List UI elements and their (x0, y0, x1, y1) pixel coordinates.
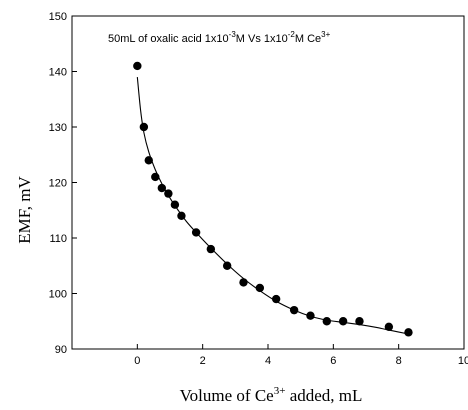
x-tick-label-2: 4 (265, 355, 271, 367)
annotation-text-2: M Vs 1x10 (236, 33, 288, 45)
y-tick-label-4: 130 (49, 122, 67, 134)
data-point (404, 328, 413, 337)
y-tick-label-6: 150 (49, 11, 67, 23)
data-point (133, 61, 142, 71)
annotation-exp-3: 3+ (321, 30, 330, 39)
data-point (177, 211, 186, 220)
data-point (157, 183, 167, 193)
data-point (191, 228, 201, 237)
data-point (151, 172, 160, 182)
data-point (139, 122, 149, 132)
data-point (170, 200, 180, 209)
x-axis-title-sup: 3+ (274, 385, 286, 397)
x-axis-title-suffix: added, mL (285, 386, 362, 405)
x-axis-title-text: Volume of Ce (180, 386, 274, 405)
data-point (322, 317, 331, 326)
x-tick-label-3: 6 (330, 355, 336, 367)
x-tick-label-0: 0 (134, 355, 140, 367)
data-point (222, 261, 232, 270)
x-tick-label-4: 8 (396, 355, 402, 367)
data-point (271, 294, 281, 304)
data-point (384, 322, 394, 331)
y-tick-label-2: 110 (49, 233, 67, 245)
x-tick-label-5: 10 (458, 355, 468, 367)
annotation-exp-1: -3 (229, 30, 237, 39)
chart-annotation: 50mL of oxalic acid 1x10-3M Vs 1x10-2M C… (108, 30, 331, 45)
plot-frame (71, 15, 465, 350)
x-axis-title: Volume of Ce3+ added, mL (180, 385, 363, 405)
y-tick-label-0: 90 (55, 344, 67, 356)
data-point (338, 317, 348, 326)
x-tick-label-1: 2 (200, 355, 206, 367)
plot-layer: 90 100 110 120 130 140 150 0 2 4 6 8 10 (49, 11, 468, 367)
y-tick-label-3: 120 (49, 178, 67, 190)
y-tick-label-1: 100 (49, 289, 67, 301)
data-point (289, 305, 299, 315)
data-point (206, 244, 216, 254)
data-point (255, 283, 265, 293)
data-point (355, 317, 364, 326)
annotation-exp-2: -2 (288, 30, 296, 39)
annotation-text-1: 50mL of oxalic acid 1x10 (108, 33, 229, 45)
annotation-text-3: M Ce (295, 33, 321, 45)
data-point (306, 311, 315, 320)
data-point (239, 278, 248, 287)
y-axis-title: EMF, mV (15, 175, 34, 243)
data-point (164, 189, 173, 198)
data-point (144, 156, 153, 165)
y-tick-label-5: 140 (49, 67, 67, 79)
